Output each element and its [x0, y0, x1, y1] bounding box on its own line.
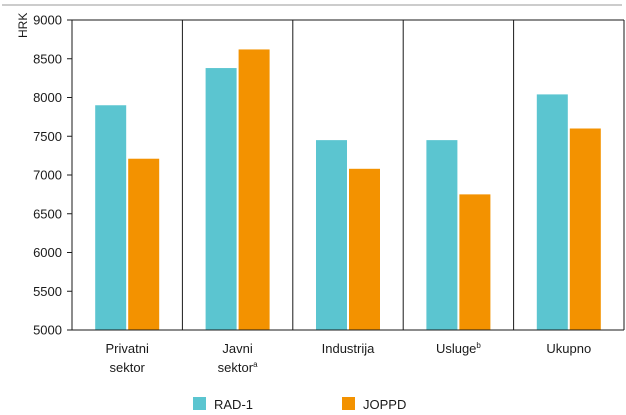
bar-rad-1-3: [316, 140, 347, 330]
x-tick-label-3: Industrija: [322, 341, 376, 356]
x-tick-label-2: Javni: [222, 341, 252, 356]
bar-joppd-4: [459, 194, 490, 330]
y-tick-label-7000: 7000: [33, 168, 62, 183]
y-tick-label-9000: 9000: [33, 13, 62, 28]
bar-joppd-1: [128, 159, 159, 330]
legend-label-joppd: JOPPD: [363, 397, 406, 412]
x-tick-label-2-line2: sektora: [218, 360, 258, 375]
y-tick-label-6500: 6500: [33, 206, 62, 221]
y-tick-label-8500: 8500: [33, 51, 62, 66]
y-tick-label-5000: 5000: [33, 323, 62, 338]
x-tick-label-1-line2: sektor: [109, 360, 145, 375]
y-tick-label-6000: 6000: [33, 245, 62, 260]
x-tick-label-1: Privatni: [106, 341, 149, 356]
x-tick-label-4: Uslugeb: [436, 341, 481, 356]
bar-joppd-5: [570, 129, 601, 331]
bar-rad-1-1: [95, 105, 126, 330]
y-tick-label-7500: 7500: [33, 129, 62, 144]
y-tick-label-5500: 5500: [33, 284, 62, 299]
legend: RAD-1 JOPPD: [193, 397, 406, 412]
plot-area: 5000 5500 6000 6500 7000 7500 8000 8500 9000 Priv…: [33, 13, 624, 376]
legend-label-rad-1: RAD-1: [214, 397, 253, 412]
bar-joppd-3: [349, 169, 380, 330]
y-tick-label-8000: 8000: [33, 90, 62, 105]
bar-rad-1-2: [206, 68, 237, 330]
bar-joppd-2: [239, 49, 270, 330]
bar-rad-1-4: [426, 140, 457, 330]
y-axis-unit-label: HRK: [16, 13, 30, 38]
x-tick-label-5: Ukupno: [546, 341, 591, 356]
legend-swatch-rad-1: [193, 397, 206, 410]
bar-rad-1-5: [537, 94, 568, 330]
legend-swatch-joppd: [342, 397, 355, 410]
